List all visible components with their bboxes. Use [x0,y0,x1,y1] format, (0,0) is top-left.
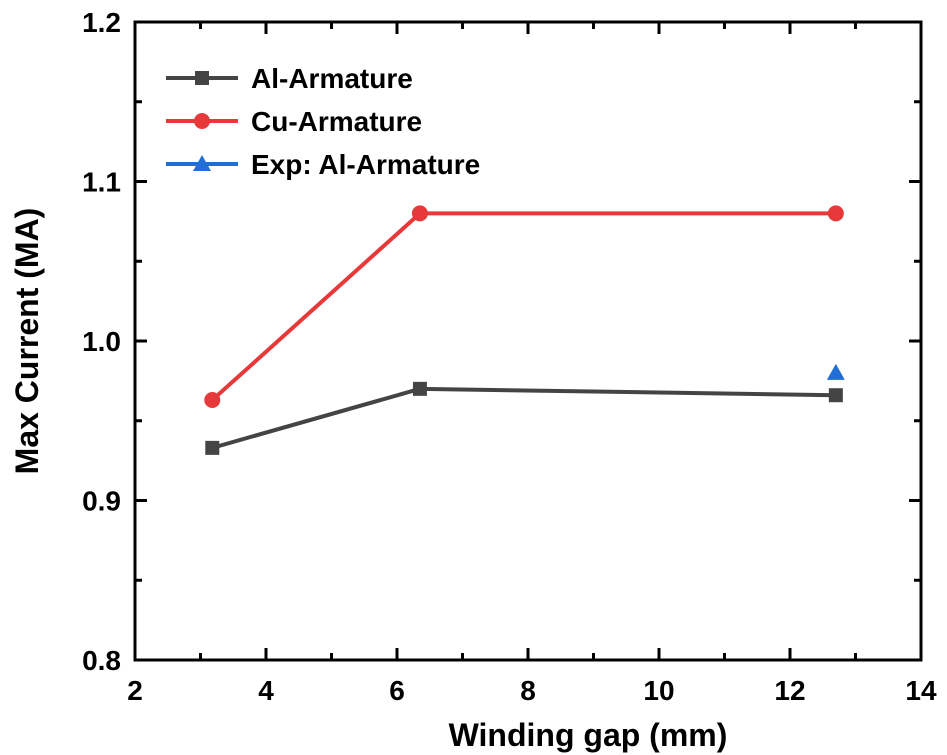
data-point [204,392,221,409]
series-al-armature [205,381,843,455]
x-tick-label: 4 [258,675,274,706]
axis-ticks [133,20,923,662]
legend: Al-Armature Cu-Armature Exp: Al-Armature [166,63,480,180]
series-line [211,386,836,450]
legend-marker [195,71,209,85]
legend-marker [193,155,211,171]
legend-label: Al-Armature [251,63,413,94]
data-point [827,205,844,222]
x-tick-labels: 2 4 6 8 10 12 14 [127,675,937,706]
x-tick-label: 6 [389,675,405,706]
series-layer [204,205,845,455]
x-tick-label: 8 [520,675,536,706]
x-tick-label: 2 [127,675,143,706]
y-tick-labels: 0.8 0.9 1.0 1.1 1.2 [82,7,121,676]
legend-label: Cu-Armature [251,106,422,137]
series-line [210,211,836,402]
legend-label: Exp: Al-Armature [251,149,480,180]
y-tick-label: 1.1 [82,167,121,198]
y-axis-title: Max Current (MA) [9,208,45,475]
x-tick-label: 10 [643,675,674,706]
data-point [826,363,845,380]
y-tick-label: 1.0 [82,326,121,357]
y-tick-label: 0.9 [82,486,121,517]
data-point [828,388,843,403]
data-point [412,381,427,396]
legend-marker [194,113,210,129]
y-tick-label: 0.8 [82,645,121,676]
y-tick-label: 1.2 [82,7,121,38]
series-exp-al-armature [826,363,845,380]
data-point [411,205,428,222]
legend-item: Cu-Armature [166,106,422,137]
x-tick-label: 14 [905,675,937,706]
data-point [205,440,220,455]
x-axis-title: Winding gap (mm) [449,717,728,753]
series-cu-armature [204,205,844,409]
legend-item: Al-Armature [166,63,413,94]
legend-item: Exp: Al-Armature [166,149,480,180]
x-tick-label: 12 [774,675,805,706]
